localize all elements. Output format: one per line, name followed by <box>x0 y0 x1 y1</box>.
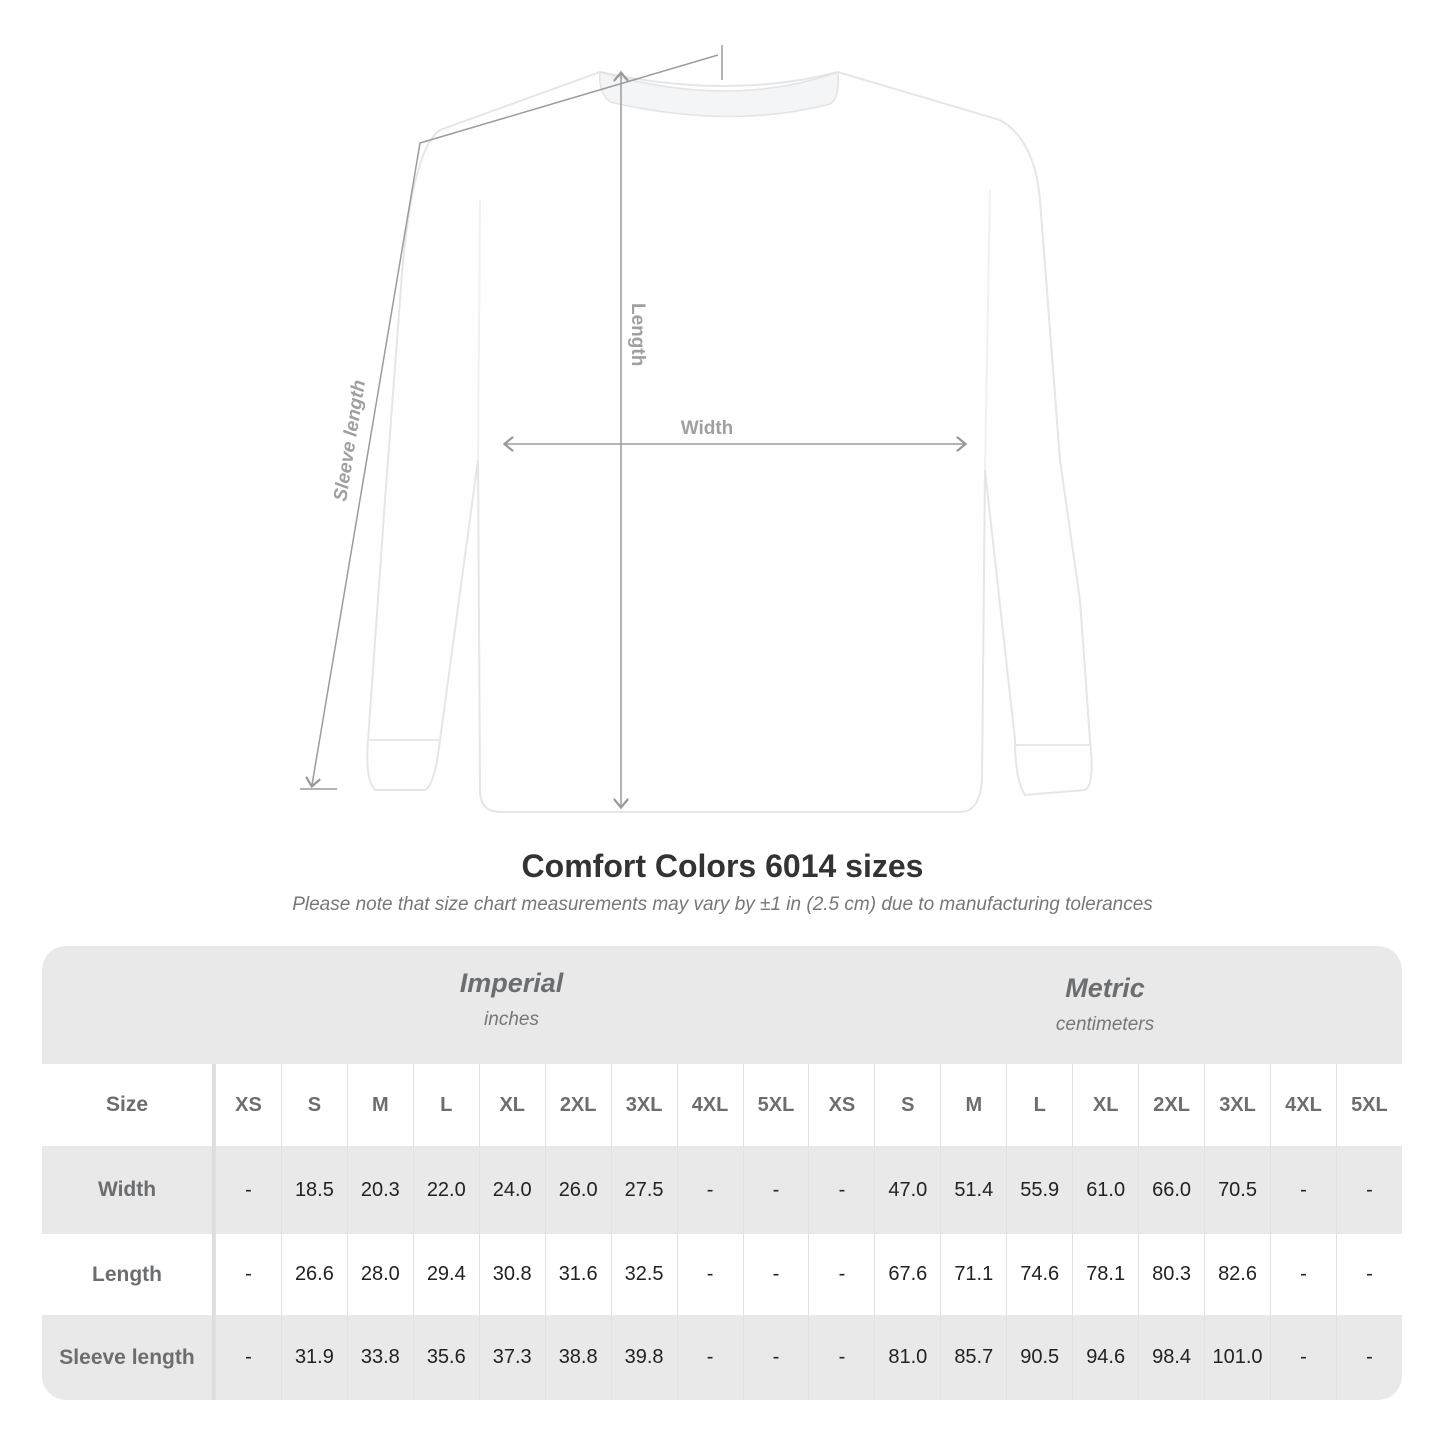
imperial-value-cell: 28.0 <box>346 1234 413 1315</box>
metric-value-cell: 81.0 <box>874 1315 940 1400</box>
imperial-value-cell: 31.6 <box>544 1234 611 1315</box>
sleeve-length-label: Sleeve length <box>330 379 370 503</box>
metric-value-cell: - <box>1335 1146 1402 1234</box>
imperial-size-header: L <box>412 1064 479 1146</box>
imperial-value-cell: 22.0 <box>412 1146 479 1234</box>
shirt-diagram: Sleeve length Length Width <box>300 45 1093 813</box>
size-header-label: Size <box>42 1064 215 1146</box>
page-title: Comfort Colors 6014 sizes <box>521 848 924 884</box>
imperial-header: Imperial inches <box>215 968 808 1031</box>
size-header-row: Size XS S M L XL 2XL 3XL 4XL 5XL XS S M L XL 2XL 3XL 4XL 5… <box>42 1064 1402 1146</box>
tolerance-note: Please note that size chart measurements… <box>292 894 1153 915</box>
long-sleeve-shirt-image <box>366 70 1093 813</box>
metric-unit: centimeters <box>1055 1014 1155 1035</box>
width-label: Width <box>681 418 734 439</box>
metric-value-cell: 61.0 <box>1072 1146 1138 1234</box>
metric-value-cell: 67.6 <box>874 1234 940 1315</box>
metric-header: Metric centimeters <box>808 973 1402 1036</box>
size-table: Imperial inches Metric centimeters Size X… <box>42 946 1402 1400</box>
imperial-size-header: XL <box>478 1064 545 1146</box>
metric-value-cell: 55.9 <box>1006 1146 1072 1234</box>
metric-value-cell: 47.0 <box>874 1146 940 1234</box>
imperial-value-cell: - <box>676 1234 743 1315</box>
imperial-size-header: S <box>280 1064 347 1146</box>
metric-title: Metric <box>1065 973 1145 1003</box>
imperial-size-header: 4XL <box>676 1064 743 1146</box>
metric-size-header: 4XL <box>1270 1064 1336 1146</box>
metric-value-cell: 98.4 <box>1138 1315 1204 1400</box>
metric-value-cell: - <box>808 1315 874 1400</box>
imperial-size-header: M <box>346 1064 413 1146</box>
metric-size-header: S <box>874 1064 940 1146</box>
imperial-value-cell: - <box>215 1146 281 1234</box>
imperial-value-cell: 20.3 <box>346 1146 413 1234</box>
table-row: Length -26.6 28.0 29.4 30.8 31.6 32.5- - -67.6 71… <box>42 1234 1402 1315</box>
imperial-value-cell: 26.6 <box>280 1234 347 1315</box>
imperial-value-cell: 31.9 <box>280 1315 347 1400</box>
length-label: Length <box>627 303 648 366</box>
metric-value-cell: 66.0 <box>1138 1146 1204 1234</box>
imperial-size-header: XS <box>215 1064 281 1146</box>
table-row: Sleeve length -31.9 33.8 35.6 37.3 38.8 39.8- -… <box>42 1315 1402 1400</box>
metric-value-cell: 90.5 <box>1006 1315 1072 1400</box>
imperial-value-cell: 37.3 <box>478 1315 545 1400</box>
metric-size-header: 3XL <box>1204 1064 1270 1146</box>
metric-value-cell: 71.1 <box>940 1234 1006 1315</box>
imperial-value-cell: - <box>215 1315 281 1400</box>
imperial-value-cell: - <box>215 1234 281 1315</box>
metric-value-cell: 51.4 <box>940 1146 1006 1234</box>
imperial-value-cell: 38.8 <box>544 1315 611 1400</box>
metric-value-cell: 101.0 <box>1204 1315 1270 1400</box>
imperial-value-cell: 32.5 <box>610 1234 677 1315</box>
metric-value-cell: - <box>1270 1315 1336 1400</box>
metric-value-cell: 78.1 <box>1072 1234 1138 1315</box>
metric-value-cell: 80.3 <box>1138 1234 1204 1315</box>
metric-value-cell: 82.6 <box>1204 1234 1270 1315</box>
metric-value-cell: - <box>1335 1234 1402 1315</box>
row-label: Length <box>42 1234 215 1315</box>
imperial-value-cell: 35.6 <box>412 1315 479 1400</box>
imperial-value-cell: 24.0 <box>478 1146 545 1234</box>
unit-header-band <box>42 946 1402 1064</box>
imperial-value-cell: 27.5 <box>610 1146 677 1234</box>
metric-size-header: L <box>1006 1064 1072 1146</box>
metric-value-cell: - <box>1270 1146 1336 1234</box>
imperial-value-cell: - <box>676 1315 743 1400</box>
metric-size-header: 5XL <box>1335 1064 1402 1146</box>
metric-size-header: M <box>940 1064 1006 1146</box>
metric-value-cell: - <box>808 1146 874 1234</box>
metric-size-header: XL <box>1072 1064 1138 1146</box>
metric-value-cell: - <box>808 1234 874 1315</box>
imperial-size-header: 3XL <box>610 1064 677 1146</box>
metric-size-header: 2XL <box>1138 1064 1204 1146</box>
metric-value-cell: 74.6 <box>1006 1234 1072 1315</box>
imperial-value-cell: - <box>742 1234 809 1315</box>
imperial-size-header: 5XL <box>742 1064 809 1146</box>
imperial-value-cell: 33.8 <box>346 1315 413 1400</box>
metric-value-cell: 94.6 <box>1072 1315 1138 1400</box>
table-row: Width -18.5 20.3 22.0 24.0 26.0 27.5- - -47.0 51.… <box>42 1146 1402 1234</box>
imperial-value-cell: 30.8 <box>478 1234 545 1315</box>
row-label: Width <box>42 1146 215 1234</box>
imperial-size-header: 2XL <box>544 1064 611 1146</box>
metric-size-header: XS <box>808 1064 874 1146</box>
metric-value-cell: - <box>1270 1234 1336 1315</box>
imperial-value-cell: - <box>742 1315 809 1400</box>
imperial-value-cell: 26.0 <box>544 1146 611 1234</box>
imperial-value-cell: - <box>676 1146 743 1234</box>
metric-value-cell: - <box>1335 1315 1402 1400</box>
imperial-unit: inches <box>484 1009 539 1030</box>
imperial-value-cell: 29.4 <box>412 1234 479 1315</box>
imperial-value-cell: 39.8 <box>610 1315 677 1400</box>
metric-value-cell: 85.7 <box>940 1315 1006 1400</box>
imperial-value-cell: 18.5 <box>280 1146 347 1234</box>
row-label: Sleeve length <box>42 1315 215 1400</box>
metric-value-cell: 70.5 <box>1204 1146 1270 1234</box>
imperial-title: Imperial <box>459 968 564 998</box>
imperial-value-cell: - <box>742 1146 809 1234</box>
